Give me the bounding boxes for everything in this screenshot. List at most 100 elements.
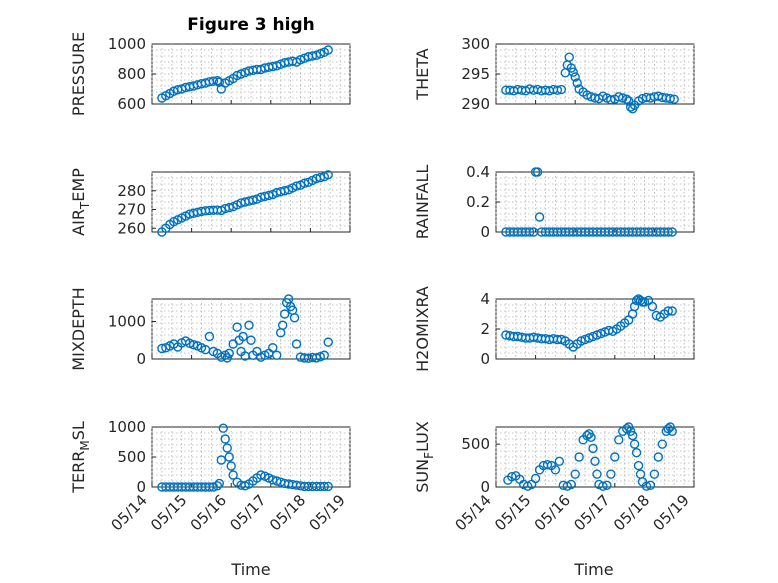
data-point <box>653 452 664 462</box>
data-point <box>319 481 329 492</box>
x-tick-label: 05/16 <box>531 491 574 534</box>
y-tick-label: 270 <box>117 201 146 219</box>
y-tick-label: 290 <box>461 95 490 113</box>
data-point <box>311 353 322 363</box>
data-point <box>279 186 290 196</box>
data-point <box>602 480 612 490</box>
data-point <box>208 76 219 86</box>
data-point <box>256 470 266 480</box>
data-point <box>157 343 167 354</box>
data-point <box>204 331 215 342</box>
y-tick-label: 0.4 <box>466 163 490 181</box>
data-point <box>610 452 620 462</box>
data-point <box>224 202 234 213</box>
y-tick-label: 500 <box>461 435 490 453</box>
data-point <box>570 72 580 82</box>
y-tick-label: 260 <box>117 219 146 237</box>
y-tick-label: 500 <box>117 448 146 466</box>
x-tick-label: 05/15 <box>491 491 534 534</box>
data-point <box>291 339 302 349</box>
subplot-mixdepth: 0 1000 MIXDEPTH <box>69 287 351 371</box>
data-point <box>629 439 640 449</box>
data-point <box>631 448 642 458</box>
y-tick-label: 1000 <box>108 35 146 53</box>
x-tick-label: 05/18 <box>266 491 309 534</box>
data-point <box>629 301 640 312</box>
y-tick-label: 295 <box>461 65 490 83</box>
data-point <box>592 469 602 479</box>
x-tick-label: 05/15 <box>147 491 190 534</box>
data-point <box>299 178 310 188</box>
data-point <box>633 460 644 471</box>
x-tick-label: 05/19 <box>306 491 349 534</box>
y-axis-label-h2omixratio: H2OMIXRA <box>413 286 432 372</box>
data-point <box>614 435 624 445</box>
data-point <box>556 84 567 95</box>
y-tick-label: 0 <box>480 478 490 496</box>
data-point <box>667 426 677 436</box>
figure-title: Figure 3 high <box>187 15 315 35</box>
data-point <box>606 469 616 479</box>
data-point <box>228 470 238 480</box>
data-point <box>224 348 234 359</box>
data-point <box>323 170 333 180</box>
y-axis-label-theta: THETA <box>413 48 432 100</box>
y-axis-label-air-temp: AIRTEMP <box>69 168 92 236</box>
y-tick-label: 1000 <box>108 418 146 436</box>
y-axis-label-mixdepth: MIXDEPTH <box>69 287 88 370</box>
data-point <box>647 301 658 312</box>
x-tick-label: 05/14 <box>108 491 151 534</box>
subplot-terr-msl: 0 500 1000 TERRMSL 05/1405/1505/1605/1705/18… <box>69 418 351 534</box>
y-tick-label: 0 <box>136 350 146 368</box>
data-point <box>667 227 677 237</box>
subplot-pressure: 600 800 1000 PRESSURE <box>69 32 351 116</box>
x-tick-label: 05/18 <box>610 491 653 534</box>
subplot-rainfall: 0 0.2 0.4 RAINFALL <box>413 163 695 241</box>
y-tick-label: 800 <box>117 65 146 83</box>
data-point <box>574 452 584 462</box>
data-point <box>552 85 563 95</box>
data-point <box>289 313 300 323</box>
data-point <box>277 320 288 330</box>
data-point <box>623 422 634 432</box>
x-axis-label-left: Time <box>230 560 270 579</box>
x-tick-label: 05/17 <box>226 491 269 534</box>
y-tick-label: 2 <box>480 320 490 338</box>
data-point <box>621 94 632 104</box>
data-point <box>216 455 227 465</box>
data-point <box>566 479 576 490</box>
subplot-h2omixratio: 0 2 4 H2OMIXRA <box>413 286 695 372</box>
data-point <box>568 67 578 77</box>
data-point <box>564 52 574 62</box>
data-point <box>315 172 325 183</box>
data-point <box>598 481 608 491</box>
data-point <box>248 195 258 205</box>
data-point <box>645 480 656 490</box>
data-point <box>663 227 673 237</box>
y-tick-label: 300 <box>461 35 490 53</box>
data-point <box>232 322 242 332</box>
data-point <box>554 456 565 466</box>
data-point <box>264 190 274 201</box>
data-point <box>649 469 660 479</box>
data-point <box>323 337 333 347</box>
y-tick-label: 4 <box>480 290 490 308</box>
data-point <box>226 461 236 471</box>
data-point <box>222 443 232 453</box>
data-point <box>542 460 553 470</box>
data-point <box>323 45 333 55</box>
data-point <box>222 353 232 363</box>
data-point <box>246 335 256 345</box>
data-point <box>657 439 668 449</box>
data-point <box>319 350 329 360</box>
subplot-theta: 290 295 300 THETA <box>413 35 695 114</box>
data-point <box>244 320 254 330</box>
data-point <box>586 432 596 442</box>
data-point <box>268 343 278 353</box>
x-axis-label-right: Time <box>573 560 613 579</box>
data-point <box>534 212 545 222</box>
data-point <box>530 473 541 484</box>
data-point <box>272 350 282 360</box>
data-point <box>550 465 561 475</box>
